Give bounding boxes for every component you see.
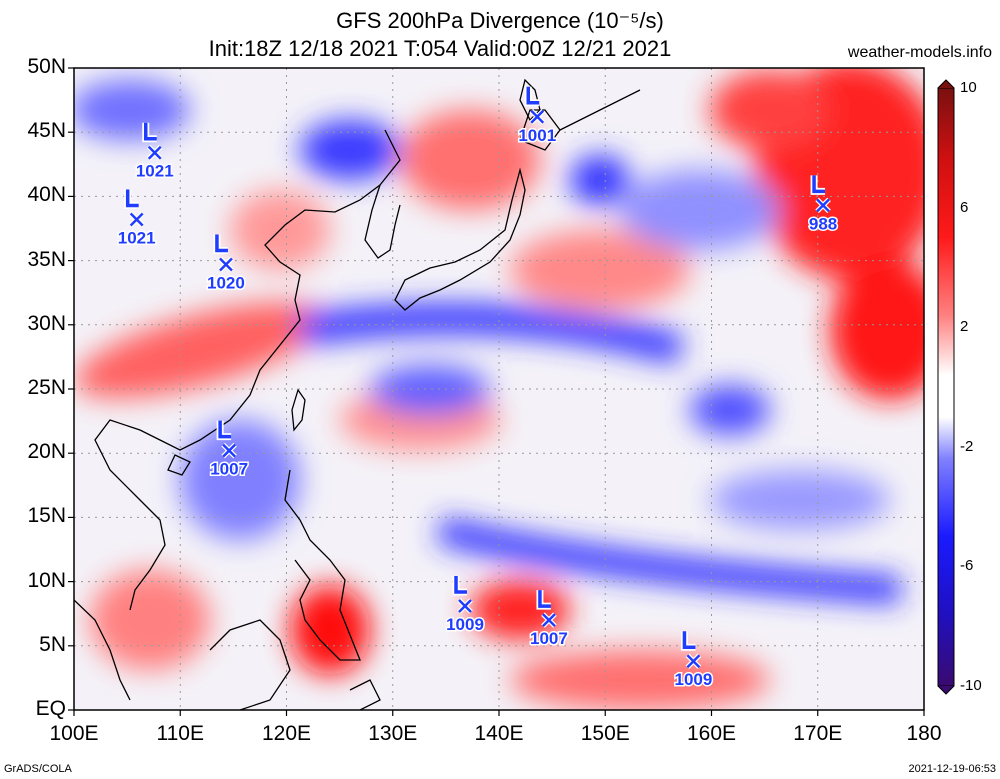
lon-label: 140E — [474, 722, 524, 745]
low-l-symbol — [538, 590, 551, 608]
map-field: 1021 1021 1020 1001 988 1007 1009 1007 1009 — [74, 68, 924, 710]
low-l-symbol — [682, 631, 696, 649]
footer-right: 2021-12-19-06:53 — [908, 763, 996, 775]
low-x-marker — [542, 613, 556, 628]
low-l-symbol — [454, 575, 467, 594]
low-pressure-label: 1009 — [675, 670, 713, 689]
lat-label: 10N — [27, 568, 66, 592]
low-x-marker — [816, 198, 830, 213]
low-x-marker — [219, 257, 233, 272]
lat-label: 15N — [27, 504, 66, 528]
site-credit: weather-models.info — [847, 44, 992, 61]
colorbar — [937, 79, 955, 695]
lon-label: 120E — [261, 722, 312, 745]
low-marker: 1021 — [116, 189, 157, 249]
low-marker: 1009 — [673, 631, 714, 691]
lat-label: 30N — [27, 311, 66, 335]
low-pressure-label: 1001 — [518, 126, 556, 145]
colorbar-label: 10 — [960, 79, 977, 96]
lon-label: 130E — [368, 722, 418, 745]
lon-label: 100E — [49, 722, 99, 745]
colorbar-label: -6 — [960, 557, 974, 575]
lat-label: 45N — [27, 119, 66, 143]
low-pressure-label: 1007 — [210, 460, 248, 479]
low-l-symbol — [215, 234, 228, 253]
chart-title: GFS 200hPa Divergence (10⁻⁵/s) — [336, 8, 664, 33]
pressure-lows: 1021 1021 1020 1001 988 1007 1009 1007 1009 — [116, 86, 839, 691]
low-marker: 1007 — [209, 420, 250, 480]
lat-label: 35N — [27, 247, 66, 271]
colorbar-label: -2 — [960, 437, 974, 455]
lat-label: 5N — [39, 632, 66, 656]
low-pressure-label: 988 — [809, 214, 837, 233]
lat-label: 25N — [27, 376, 66, 399]
lon-label: 160E — [686, 722, 737, 745]
low-l-symbol — [218, 420, 232, 439]
low-pressure-label: 1007 — [530, 629, 568, 648]
low-marker: 1007 — [529, 590, 569, 650]
lon-label: 170E — [793, 722, 843, 745]
low-pressure-label: 1021 — [136, 162, 174, 181]
grid-lines — [74, 68, 924, 710]
low-l-symbol — [812, 175, 826, 194]
low-marker: 1001 — [517, 86, 558, 146]
footer-left: GrADS/COLA — [4, 763, 72, 775]
low-l-symbol — [526, 86, 540, 105]
low-pressure-label: 1020 — [207, 273, 245, 292]
colorbar-label: -10 — [960, 677, 982, 694]
lat-label: 40N — [27, 183, 66, 207]
low-x-marker — [222, 443, 237, 458]
low-l-symbol — [125, 189, 139, 208]
lon-label: 150E — [580, 722, 630, 745]
low-x-marker — [458, 599, 472, 613]
low-marker: 988 — [807, 175, 839, 235]
lat-label: 50N — [27, 55, 66, 78]
low-x-marker — [530, 109, 545, 124]
low-l-symbol — [144, 122, 157, 141]
low-marker: 1021 — [134, 122, 175, 182]
colorbar-label: 6 — [960, 198, 969, 216]
low-x-marker — [147, 145, 162, 160]
chart-subtitle: Init:18Z 12/18 2021 T:054 Valid:00Z 12/2… — [208, 36, 672, 61]
low-marker: 1009 — [445, 575, 485, 635]
colorbar-label: 2 — [960, 318, 969, 336]
low-pressure-label: 1021 — [118, 229, 156, 248]
low-pressure-label: 1009 — [446, 615, 484, 634]
lon-label: 110E — [156, 722, 205, 745]
lat-label: 20N — [27, 440, 66, 464]
coastlines — [74, 78, 641, 710]
low-x-marker — [129, 212, 144, 227]
low-x-marker — [686, 654, 701, 669]
lat-label: EQ — [35, 697, 66, 720]
lon-label: 180 — [906, 722, 942, 745]
low-marker: 1020 — [206, 234, 246, 294]
